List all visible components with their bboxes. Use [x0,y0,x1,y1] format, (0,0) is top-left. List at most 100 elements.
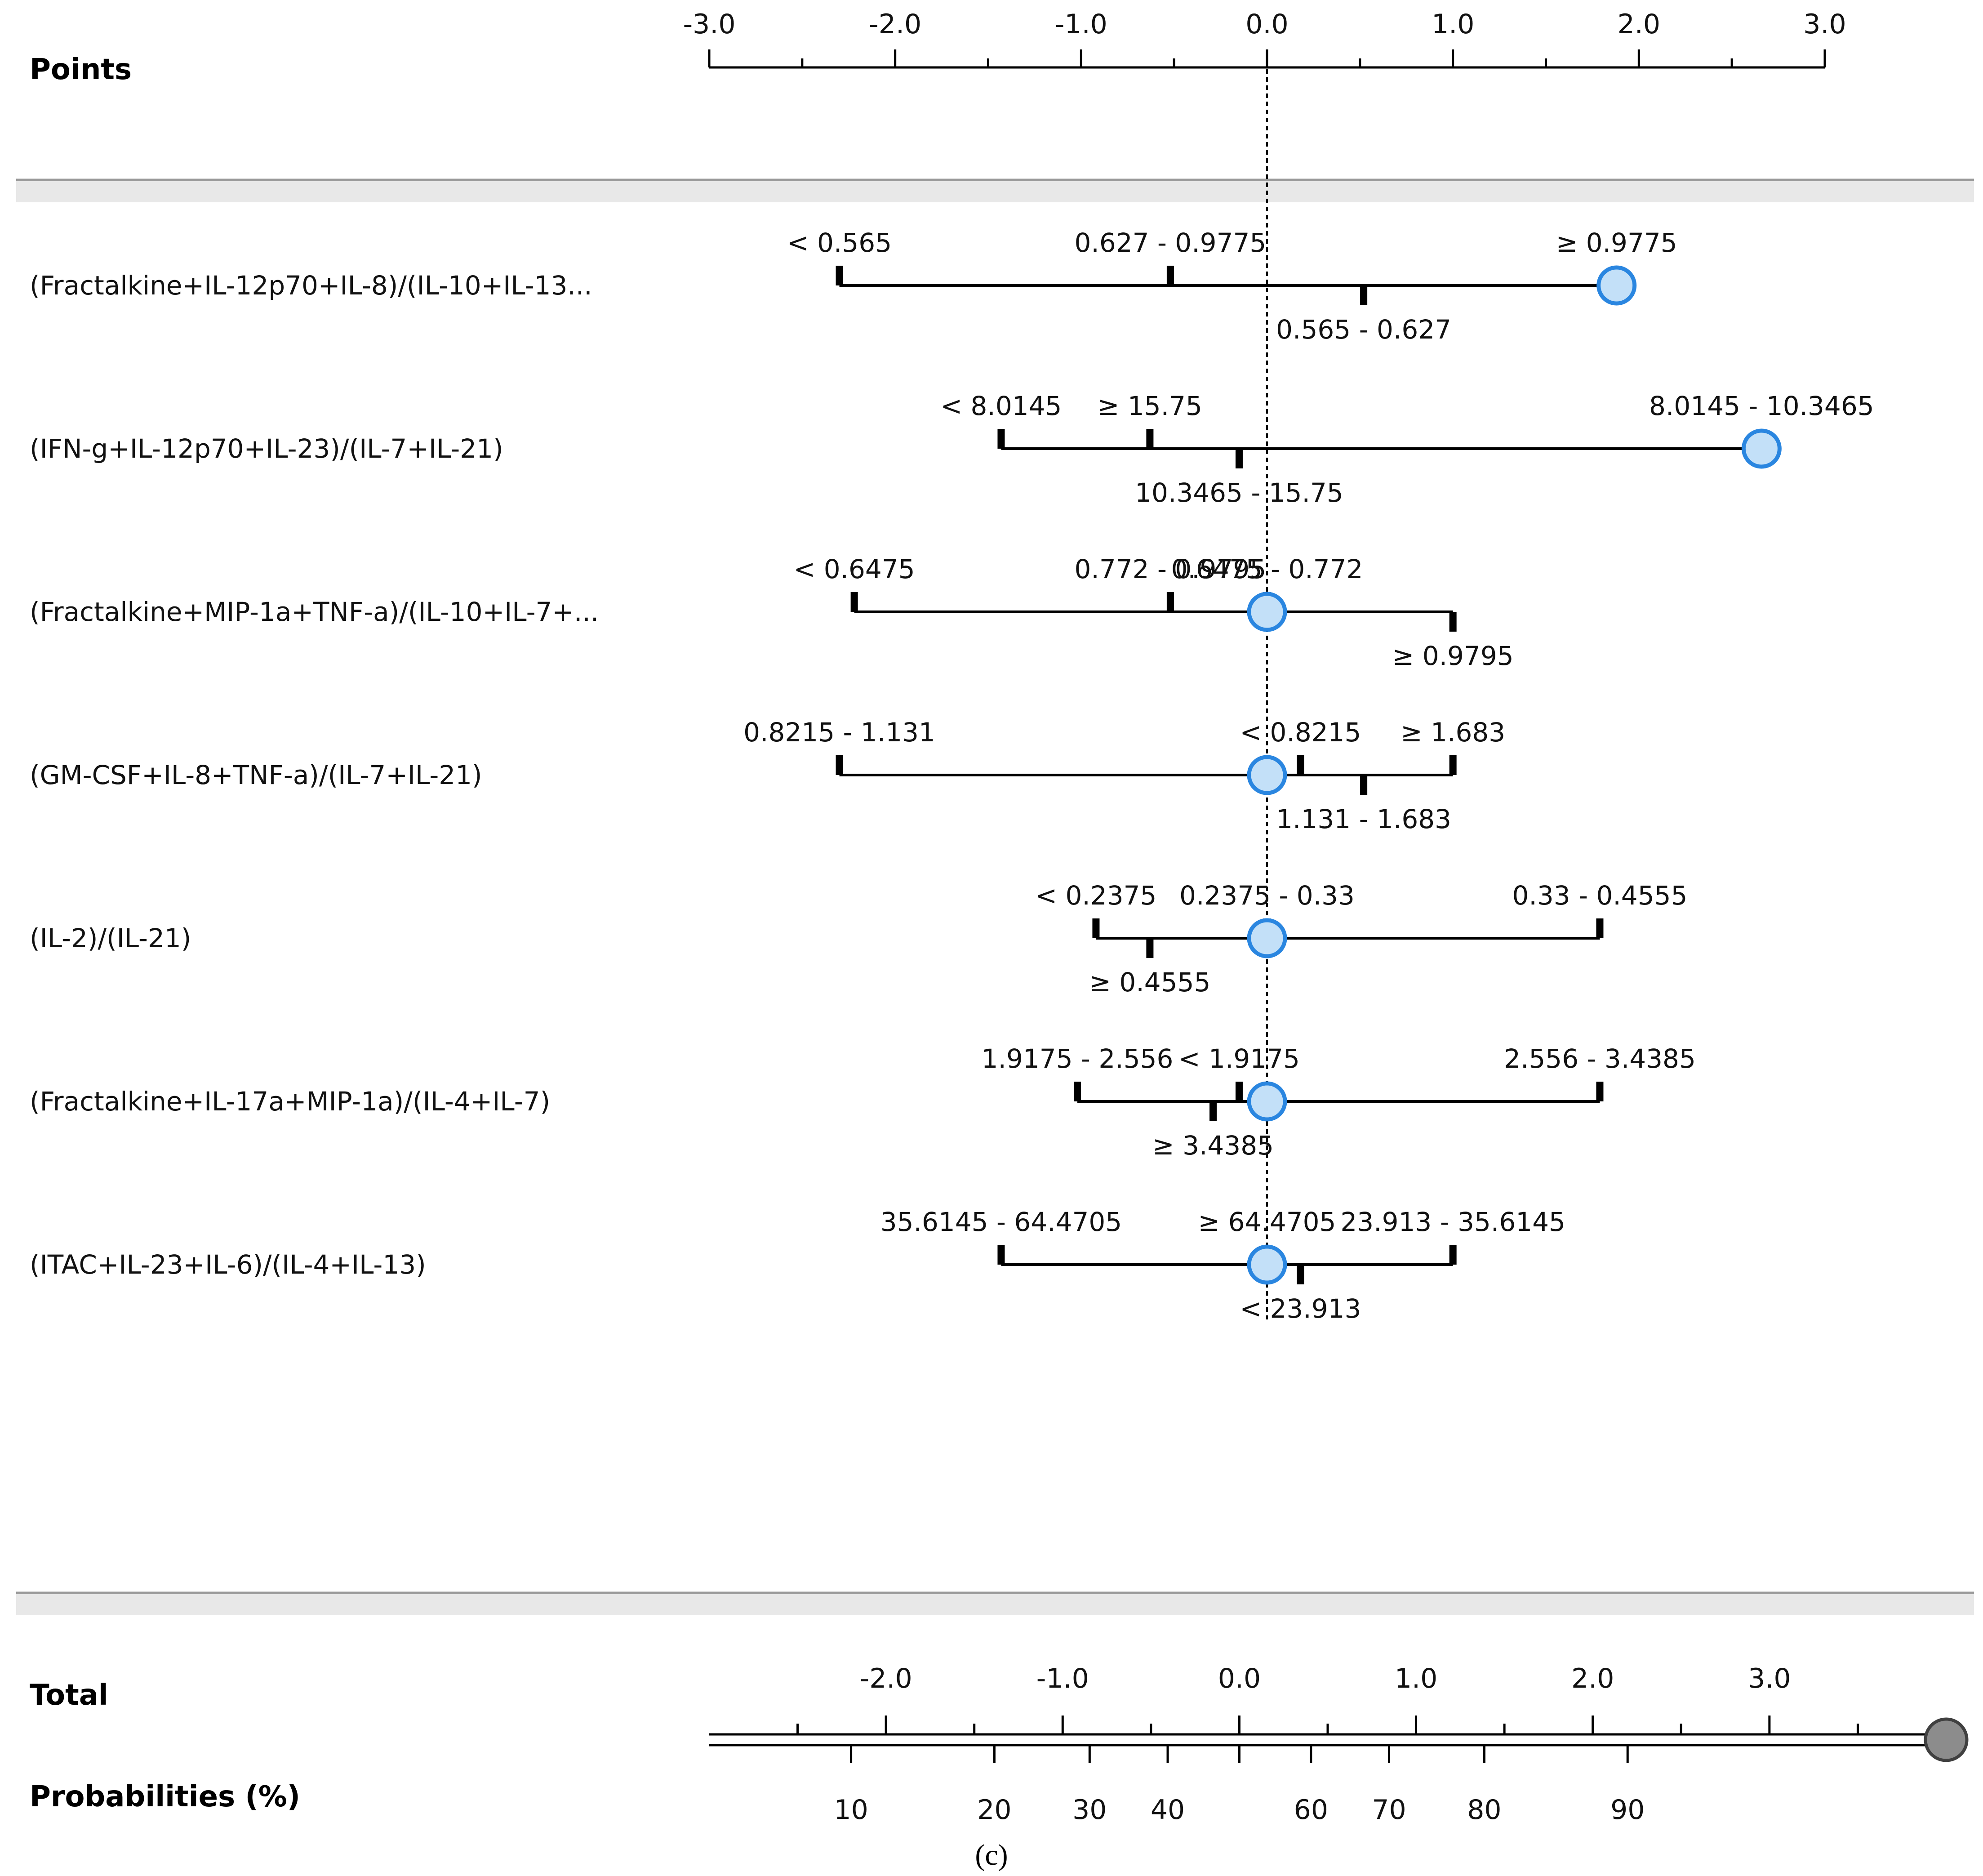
category-label: 0.772 - 0.9795 [1074,554,1266,584]
category-tick [1074,1082,1081,1101]
variable-name: (IFN-g+IL-12p70+IL-23)/(IL-7+IL-21) [30,433,503,464]
category-label: ≥ 1.683 [1401,717,1505,748]
category-label: ≥ 0.4555 [1089,967,1210,998]
selected-value-marker [1247,1244,1287,1285]
category-label: 0.33 - 0.4555 [1512,880,1688,911]
variable-row: (ITAC+IL-23+IL-6)/(IL-4+IL-13) 35.6145 - … [30,1207,1565,1324]
category-label: ≥ 15.75 [1098,391,1202,421]
category-tick [1360,285,1368,305]
total-tick-label: -1.0 [1036,1663,1089,1694]
category-label: 0.6475 - 0.772 [1171,554,1363,584]
category-label: 10.3465 - 15.75 [1135,477,1343,508]
category-tick [1297,1265,1304,1284]
category-tick [1166,592,1174,612]
variable-row: (GM-CSF+IL-8+TNF-a)/(IL-7+IL-21) 0.8215 -… [30,717,1505,834]
category-label: 0.8215 - 1.131 [743,717,935,748]
total-tick-label: 3.0 [1748,1663,1791,1694]
category-label: ≥ 0.9775 [1556,227,1677,258]
category-label: 2.556 - 3.4385 [1504,1043,1696,1074]
points-tick-label: -3.0 [683,9,735,40]
category-tick [836,755,843,775]
category-tick [997,1245,1005,1265]
category-tick [997,429,1005,449]
probability-tick-label: 40 [1151,1794,1185,1826]
category-label: ≥ 3.4385 [1152,1130,1274,1161]
probability-tick-label: 70 [1372,1794,1406,1826]
selected-value-marker [1741,428,1782,469]
category-label: 35.6145 - 64.4705 [880,1207,1122,1237]
category-label: ≥ 0.9795 [1392,641,1514,671]
category-label: 23.913 - 35.6145 [1340,1207,1565,1237]
category-tick [1146,429,1154,449]
points-tick-label: 2.0 [1618,9,1660,40]
panel-label: (c) [975,1839,1008,1872]
category-tick [850,592,858,612]
points-tick-label: 3.0 [1803,9,1846,40]
variable-row: (IFN-g+IL-12p70+IL-23)/(IL-7+IL-21) < 8.0… [30,391,1874,508]
category-tick [1235,1082,1243,1101]
probability-tick-label: 10 [834,1794,868,1826]
category-tick [1235,449,1243,468]
variable-name: (GM-CSF+IL-8+TNF-a)/(IL-7+IL-21) [30,760,482,790]
category-label: ≥ 64.4705 [1198,1207,1336,1237]
category-label: < 0.2375 [1035,880,1156,911]
variable-row: (Fractalkine+IL-12p70+IL-8)/(IL-10+IL-13… [30,227,1677,345]
selected-value-marker [1596,265,1637,306]
variable-name: (Fractalkine+MIP-1a+TNF-a)/(IL-10+IL-7+.… [30,597,599,627]
category-tick [836,266,843,285]
probability-tick-label: 20 [977,1794,1011,1826]
points-tick-label: -2.0 [869,9,921,40]
probability-tick-label: 60 [1294,1794,1328,1826]
category-tick [1092,918,1100,938]
category-label: < 0.6475 [794,554,915,584]
points-tick-label: 1.0 [1432,9,1474,40]
total-axis-label: Total [30,1679,108,1712]
total-tick-label: 1.0 [1395,1663,1437,1694]
points-tick-label: -1.0 [1055,9,1107,40]
category-tick [1596,918,1604,938]
category-tick [1449,755,1457,775]
selected-value-marker [1247,918,1287,958]
probability-tick-label: 90 [1610,1794,1645,1826]
selected-value-marker [1247,755,1287,795]
variable-name: (Fractalkine+IL-12p70+IL-8)/(IL-10+IL-13… [30,270,592,301]
selected-value-marker [1247,1081,1287,1122]
probabilities-axis-label: Probabilities (%) [30,1780,300,1814]
category-label: 0.2375 - 0.33 [1179,880,1355,911]
variable-name: (Fractalkine+IL-17a+MIP-1a)/(IL-4+IL-7) [30,1086,550,1117]
variables-layer: (Fractalkine+IL-12p70+IL-8)/(IL-10+IL-13… [30,227,1874,1324]
category-label: < 0.8215 [1240,717,1361,748]
category-label: 1.131 - 1.683 [1276,804,1451,834]
probability-tick-label: 30 [1072,1794,1107,1826]
category-tick [1297,755,1304,775]
category-tick [1596,1082,1604,1101]
category-label: 0.565 - 0.627 [1276,314,1451,345]
category-label: < 1.9175 [1178,1043,1300,1074]
category-tick [1166,266,1174,285]
variable-row: (Fractalkine+IL-17a+MIP-1a)/(IL-4+IL-7) 1… [30,1043,1696,1161]
variable-name: (ITAC+IL-23+IL-6)/(IL-4+IL-13) [30,1249,426,1280]
selected-value-marker [1247,592,1287,632]
total-axis: -2.0 -1.0 0.0 1.0 2.0 3.0 10 20 30 40 60 70 80 90 [709,1663,1969,1826]
category-label: < 23.913 [1240,1293,1361,1324]
separator-band-top [16,180,1974,202]
separator-band-bottom [16,1593,1974,1615]
total-score-marker [1924,1717,1969,1762]
category-tick [1209,1101,1217,1121]
variable-row: (IL-2)/(IL-21) < 0.2375 ≥ 0.4555 0.2375 - 0… [30,880,1687,998]
category-label: 1.9175 - 2.556 [982,1043,1174,1074]
probability-tick-label: 80 [1467,1794,1501,1826]
variable-row: (Fractalkine+MIP-1a+TNF-a)/(IL-10+IL-7+.… [30,554,1514,671]
total-tick-label: -2.0 [860,1663,912,1694]
points-axis: -3.0 -2.0 -1.0 0.0 1.0 2.0 3.0 [683,9,1846,69]
category-tick [1449,1245,1457,1265]
category-tick [1146,938,1154,958]
total-tick-label: 0.0 [1218,1663,1261,1694]
variable-name: (IL-2)/(IL-21) [30,923,191,954]
points-axis-label: Points [30,53,132,86]
points-tick-label: 0.0 [1245,9,1288,40]
category-label: < 0.565 [787,227,892,258]
category-tick [1449,612,1457,632]
